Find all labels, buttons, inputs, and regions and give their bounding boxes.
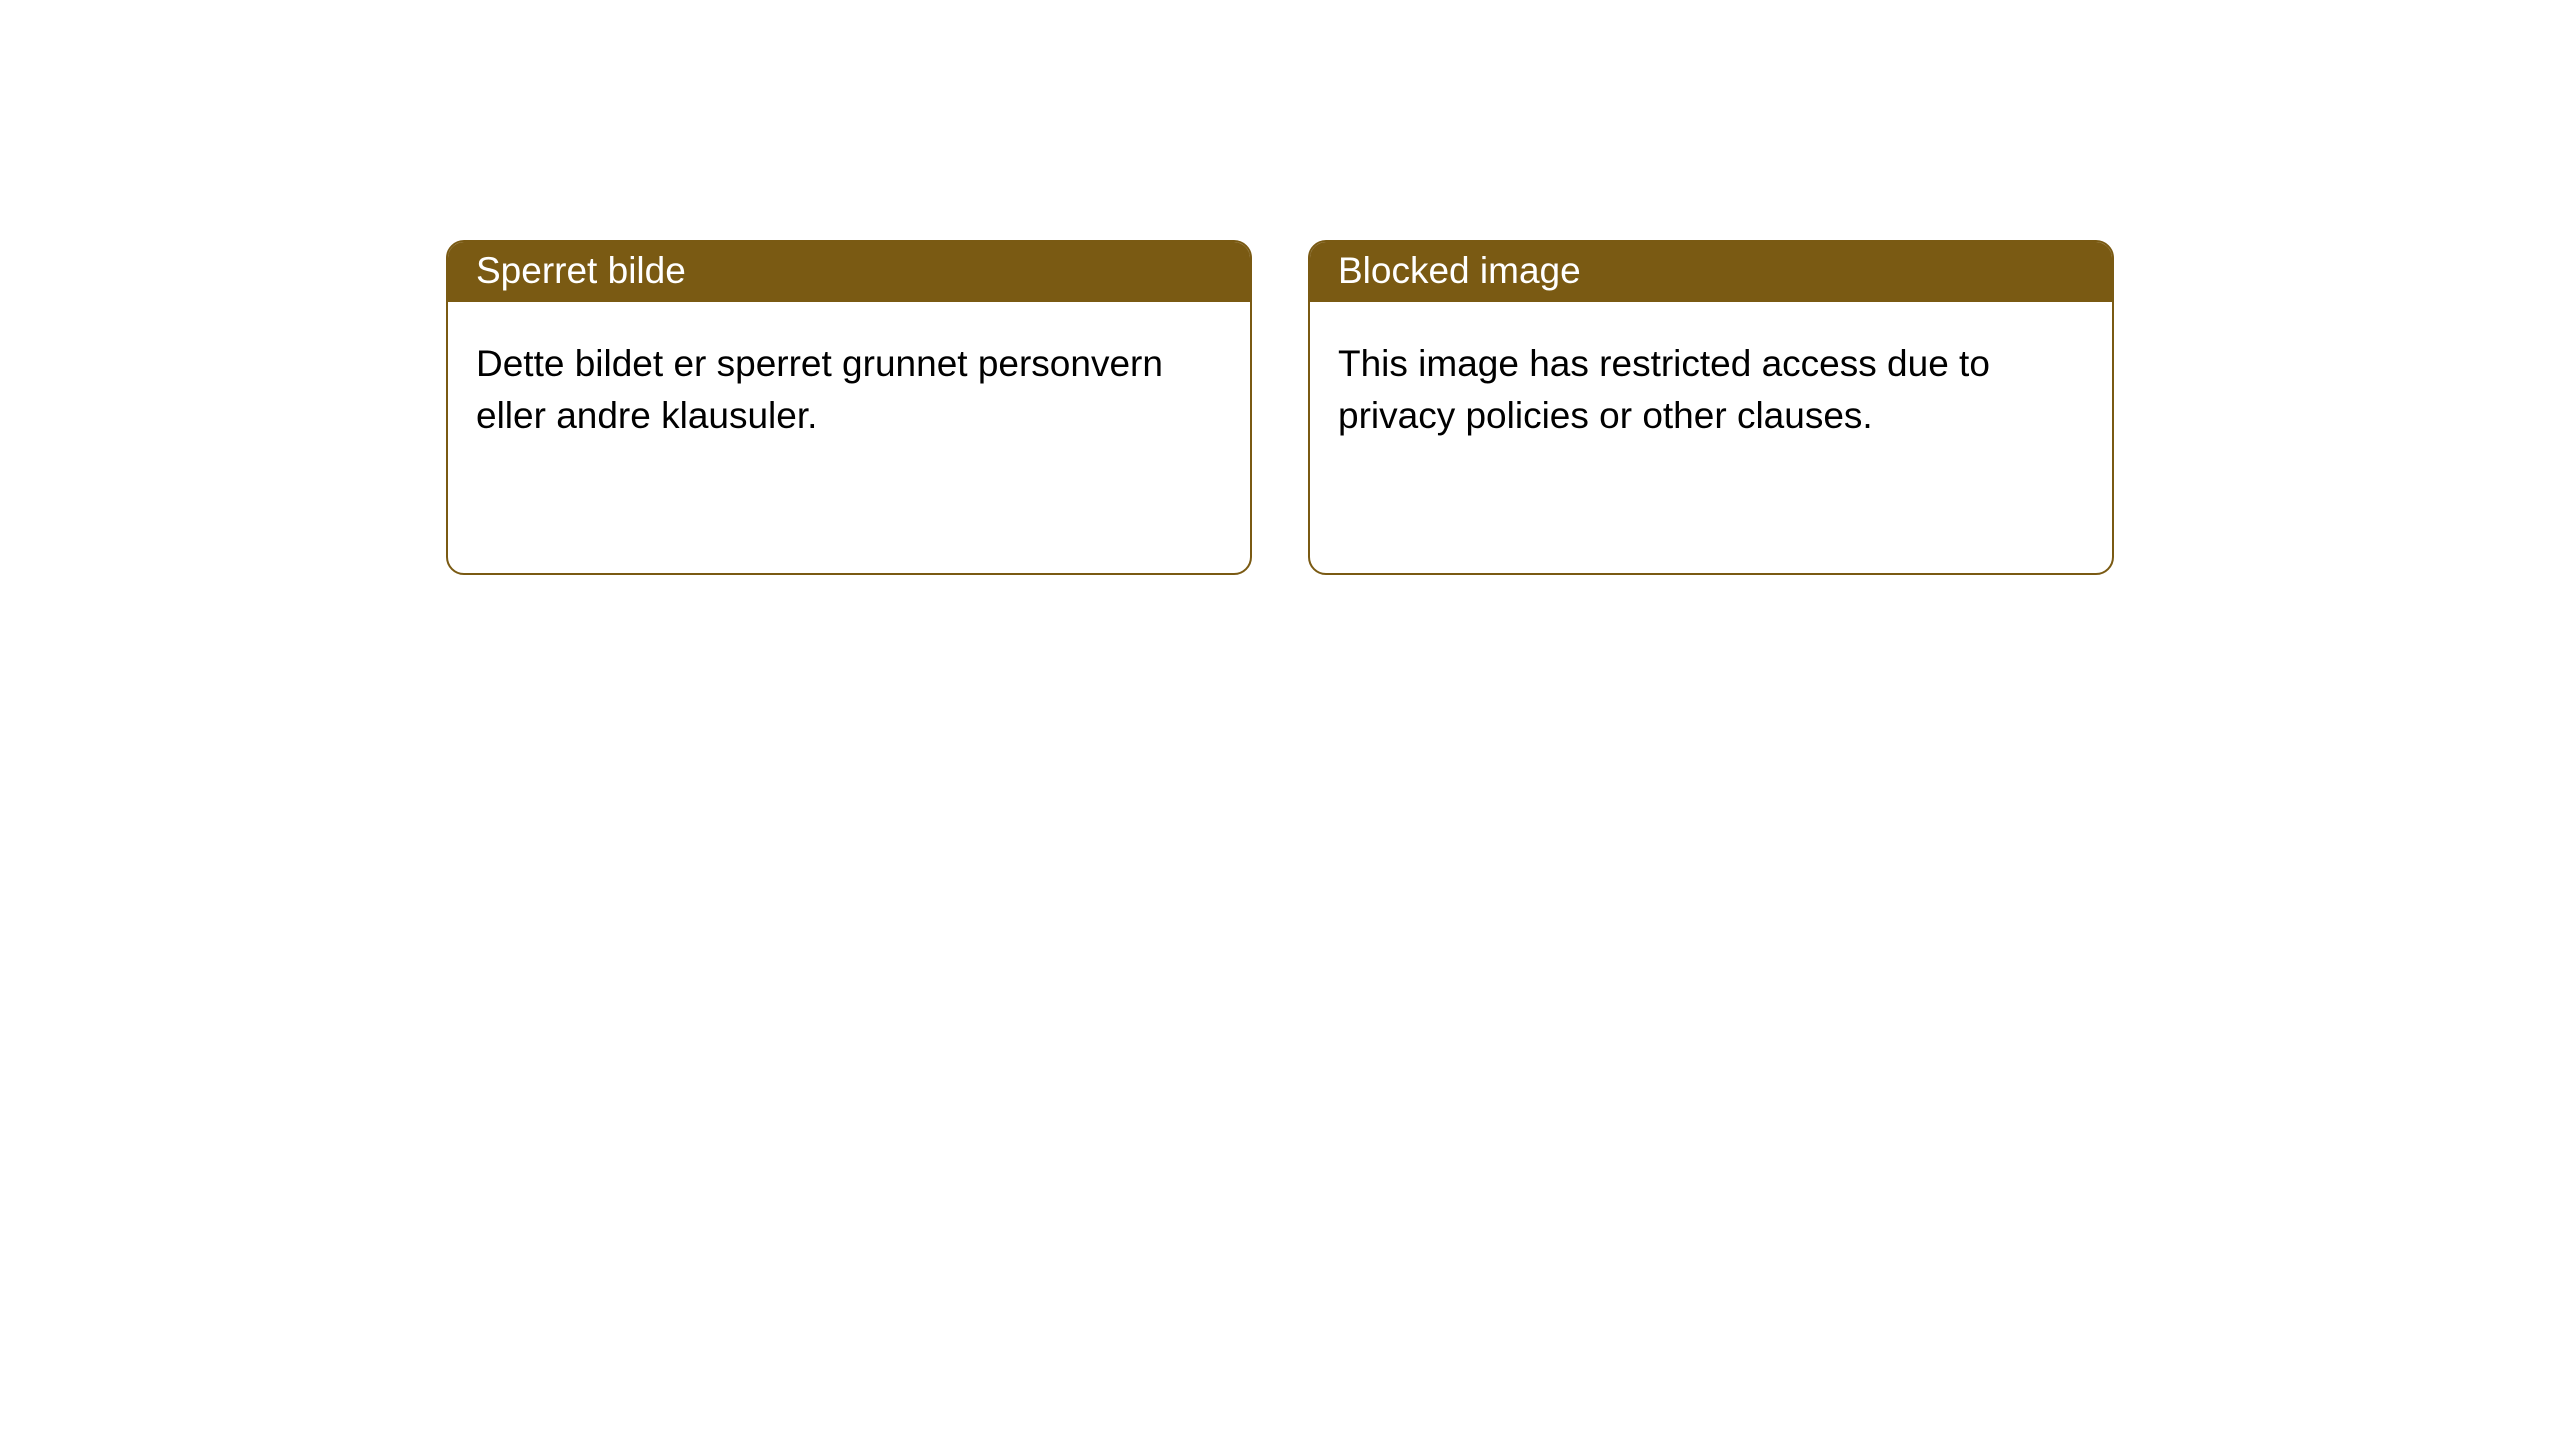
card-body: Dette bildet er sperret grunnet personve… (448, 302, 1250, 442)
card-title: Blocked image (1310, 242, 2112, 302)
card-title: Sperret bilde (448, 242, 1250, 302)
card-body: This image has restricted access due to … (1310, 302, 2112, 442)
cards-container: Sperret bilde Dette bildet er sperret gr… (0, 0, 2560, 575)
blocked-image-card-en: Blocked image This image has restricted … (1308, 240, 2114, 575)
blocked-image-card-no: Sperret bilde Dette bildet er sperret gr… (446, 240, 1252, 575)
